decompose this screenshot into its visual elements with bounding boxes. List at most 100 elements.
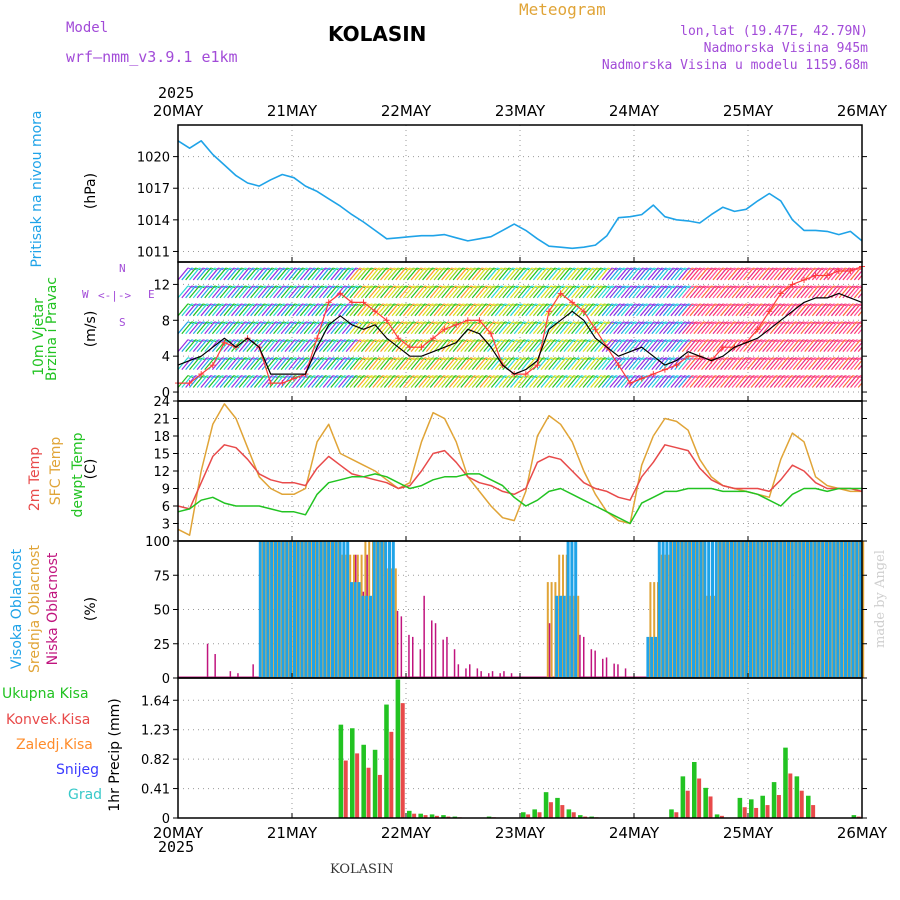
wind-barb (513, 357, 525, 370)
y-tick-label: 0 (162, 386, 170, 401)
wind-barb (483, 267, 495, 281)
wind-barb (823, 321, 835, 335)
wind-barb (540, 339, 552, 353)
wind-barb (662, 375, 674, 388)
wind-barb (586, 267, 598, 281)
wind-barb (307, 321, 319, 335)
wind-barb (532, 375, 544, 388)
wind-barb (509, 357, 521, 370)
cloud-high-bar (376, 541, 380, 678)
cloud-low-bar (446, 636, 448, 678)
wind-barb (590, 303, 602, 317)
wind-barb (731, 357, 743, 370)
wind-barb (422, 267, 434, 281)
wind-barb (552, 375, 563, 388)
cloud-low-bar (583, 636, 585, 678)
wind-barb (613, 321, 625, 335)
precip-conv-bar (434, 815, 439, 818)
wind-barb (758, 357, 770, 370)
wind-barb (552, 267, 563, 281)
precip-total-bar (669, 809, 674, 818)
wind-barb (425, 357, 437, 370)
wind-barb (762, 375, 774, 388)
wind-barb (250, 375, 262, 388)
cloud-mid-bar (653, 582, 656, 678)
wind-barb (651, 267, 663, 281)
wind-barb (498, 267, 510, 281)
wind-barb (536, 357, 548, 370)
x-axis-bottom-label: 24MAY (609, 824, 660, 842)
wind-barb (383, 267, 395, 281)
wind-barb (487, 267, 498, 281)
wind-barb (353, 285, 365, 299)
wind-barb (685, 375, 697, 388)
wind-barb (651, 339, 663, 353)
wind-barb (804, 375, 816, 388)
wind-barb (853, 287, 862, 299)
pressure-line (177, 140, 863, 250)
wind-barb (647, 303, 659, 317)
wind-barb (234, 303, 246, 317)
wind-barb (681, 267, 693, 281)
wind-barb (670, 339, 682, 353)
wind-barb (219, 303, 231, 317)
cloud-high-bar (790, 541, 794, 678)
wind-barb (704, 285, 716, 299)
wind-barb (834, 339, 846, 353)
wind-barb (231, 357, 242, 370)
wind-barb (211, 303, 223, 317)
wind-barb (659, 303, 670, 317)
wind-barb (850, 375, 861, 388)
wind-barb (406, 303, 418, 317)
wind-barb (639, 357, 651, 370)
wind-barb (582, 285, 594, 299)
wind-barb (563, 375, 575, 388)
wind-barb (785, 339, 797, 353)
wind-barb (792, 303, 804, 317)
wind-barb (590, 375, 602, 388)
wind-barb (819, 375, 831, 388)
wind-barb (723, 321, 735, 335)
wind-barb (269, 339, 281, 353)
wind-barb (750, 321, 762, 335)
wind-barb (830, 303, 842, 317)
wind-barb (815, 303, 827, 317)
wind-barb (475, 357, 487, 370)
precip-total-bar (749, 799, 754, 818)
wind-barb (471, 357, 483, 370)
wind-barb (422, 375, 434, 388)
wind-barb (448, 357, 460, 370)
wind-barb (345, 375, 357, 388)
wind-barb (616, 357, 628, 370)
wind-barb (502, 357, 514, 370)
wind-barb (850, 321, 861, 335)
wind-barb (441, 321, 453, 335)
wind-barb (586, 285, 598, 299)
wind-barb (360, 357, 372, 370)
cloud-high-bar (559, 595, 562, 678)
cloud-high-bar (828, 541, 832, 678)
cloud-low-bar (206, 643, 209, 678)
wind-barb (467, 357, 479, 370)
wind-barb (838, 339, 850, 353)
wind-barb (532, 303, 544, 317)
wind-barb (861, 296, 862, 298)
wind-barb (804, 357, 816, 370)
wind-barb (475, 267, 487, 281)
wind-barb (189, 267, 200, 281)
wind-barb (483, 285, 495, 299)
wind-barb (674, 267, 686, 281)
wind-barb (639, 321, 651, 335)
wind-barb (273, 357, 284, 370)
cloud-low-bar (237, 673, 239, 678)
precip-conv-bar (389, 731, 394, 818)
precip-total-bar (771, 782, 777, 818)
wind-barb (410, 357, 422, 370)
wind-barb (422, 321, 434, 335)
wind-barb (445, 303, 456, 317)
wind-barb (208, 321, 220, 335)
wind-barb (670, 267, 682, 281)
wind-barb (276, 357, 288, 370)
cloud-mid-bar (550, 582, 553, 678)
wind-barb (800, 339, 812, 353)
